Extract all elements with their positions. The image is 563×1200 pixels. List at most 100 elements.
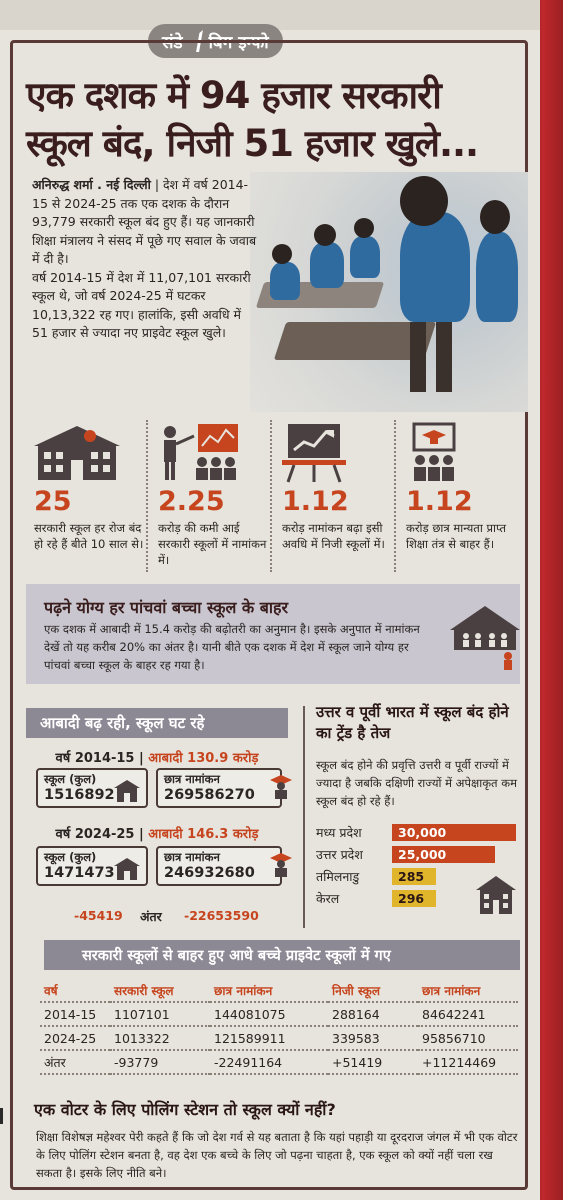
table-cell: 144081075 bbox=[210, 1002, 328, 1027]
bar-category-label: उत्तर प्रदेश bbox=[316, 847, 363, 862]
lead-paragraph: अनिरुद्ध शर्मा . नई दिल्ली | देश में वर्… bbox=[32, 176, 260, 343]
schools-label: स्कूल (कुल) bbox=[44, 850, 97, 864]
stats-row: 25 सरकारी स्कूल हर रोज बंद हो रहे हैं बी… bbox=[28, 420, 518, 580]
population-panel: आबादी बढ़ रही, स्कूल घट रहे वर्ष 2014-15… bbox=[26, 708, 296, 928]
schools-label: स्कूल (कुल) bbox=[44, 772, 97, 786]
school-house-icon bbox=[450, 606, 520, 670]
stat-card: 1.12 करोड़ नामांकन बढ़ा इसी अवधि में निज… bbox=[276, 420, 396, 580]
table-row: 2024-25 1013322 121589911 339583 9585671… bbox=[40, 1026, 518, 1051]
bar-category-label: केरल bbox=[316, 891, 340, 906]
out-of-school-banner: पढ़ने योग्य हर पांचवां बच्चा स्कूल के बा… bbox=[26, 584, 520, 684]
population-header: आबादी बढ़ रही, स्कूल घट रहे bbox=[26, 708, 288, 738]
table-cell: +51419 bbox=[328, 1050, 418, 1075]
table-head-row: वर्ष सरकारी स्कूल छात्र नामांकन निजी स्क… bbox=[40, 980, 518, 1003]
table-cell: 121589911 bbox=[210, 1026, 328, 1051]
bar-row: केरल 296 bbox=[316, 890, 526, 908]
edge-mark bbox=[0, 1108, 8, 1124]
photo-student-head bbox=[272, 244, 292, 264]
table-cell: 84642241 bbox=[418, 1002, 518, 1027]
table-cell: 2014-15 bbox=[40, 1002, 110, 1027]
section-body: शिक्षा विशेषज्ञ महेश्वर पेरी कहते हैं कि… bbox=[36, 1130, 518, 1180]
graduate-icon bbox=[270, 853, 292, 877]
bar-row: तमिलनाडु 285 bbox=[316, 868, 526, 886]
bar-row: मध्य प्रदेश 30,000 bbox=[316, 824, 526, 842]
bar-row: उत्तर प्रदेश 25,000 bbox=[316, 846, 526, 864]
population-label: आबादी 130.9 करोड़ bbox=[148, 751, 259, 766]
section-title: एक वोटर के लिए पोलिंग स्टेशन तो स्कूल क्… bbox=[34, 1100, 336, 1119]
polling-station-section: एक वोटर के लिए पोलिंग स्टेशन तो स्कूल क्… bbox=[26, 1098, 520, 1182]
school-icon bbox=[114, 858, 140, 880]
lead-text-1: देश में वर्ष 2014-15 से 2024-25 तक एक दश… bbox=[32, 177, 257, 266]
students-value: 269586270 bbox=[164, 787, 255, 803]
stat-number: 2.25 bbox=[158, 486, 225, 517]
column-header: छात्र नामांकन bbox=[418, 980, 518, 1003]
table-cell: 339583 bbox=[328, 1026, 418, 1051]
table-cell: 1013322 bbox=[110, 1026, 210, 1051]
photo-student bbox=[270, 262, 300, 300]
year-2014-line: वर्ष 2014-15 | आबादी 130.9 करोड़ bbox=[26, 748, 288, 766]
students-label: छात्र नामांकन bbox=[164, 850, 220, 864]
stat-card: 1.12 करोड़ छात्र मान्यता प्राप्त शिक्षा … bbox=[400, 420, 520, 580]
banner-title: पढ़ने योग्य हर पांचवां बच्चा स्कूल के बा… bbox=[44, 598, 289, 617]
headline: एक दशक में 94 हजार सरकारी स्कूल बंद, निज… bbox=[26, 72, 526, 168]
column-header: छात्र नामांकन bbox=[210, 980, 328, 1003]
schools-value: 1471473 bbox=[44, 865, 115, 881]
article-frame bbox=[10, 40, 528, 1190]
classroom-photo bbox=[250, 172, 528, 412]
table-cell: 95856710 bbox=[418, 1026, 518, 1051]
bar: 285 bbox=[392, 868, 436, 885]
school-building-icon bbox=[34, 426, 120, 480]
table-header-text: सरकारी स्कूलों से बाहर हुए आधे बच्चे प्र… bbox=[82, 948, 391, 964]
photo-student-leg bbox=[410, 322, 426, 392]
byline: अनिरुद्ध शर्मा . नई दिल्ली bbox=[32, 177, 151, 192]
stat-card: 25 सरकारी स्कूल हर रोज बंद हो रहे हैं बी… bbox=[28, 420, 148, 580]
column-divider bbox=[303, 706, 305, 928]
table-row: अंतर -93779 -22491164 +51419 +11214469 bbox=[40, 1050, 518, 1075]
table-cell: अंतर bbox=[40, 1050, 110, 1075]
table-row: 2014-15 1107101 144081075 288164 8464224… bbox=[40, 1002, 518, 1027]
table-cell: -93779 bbox=[110, 1050, 210, 1075]
presenter-chart-icon bbox=[164, 424, 238, 480]
photo-student bbox=[476, 232, 518, 322]
photo-student-head bbox=[480, 200, 510, 234]
year-label: वर्ष 2024-25 | bbox=[55, 827, 144, 842]
trend-title: उत्तर व पूर्वी भारत में स्कूल बंद होने क… bbox=[316, 703, 509, 742]
stat-description: करोड़ छात्र मान्यता प्राप्त शिक्षा तंत्र… bbox=[406, 521, 507, 551]
photo-student-main bbox=[400, 212, 470, 322]
bar-category-label: तमिलनाडु bbox=[316, 869, 360, 884]
enrolment-table: वर्ष सरकारी स्कूल छात्र नामांकन निजी स्क… bbox=[40, 980, 518, 1075]
bar: 30,000 bbox=[392, 824, 516, 841]
table-cell: 2024-25 bbox=[40, 1026, 110, 1051]
newspaper-page: संडे बिग इन्फो एक दशक में 94 हजार सरकारी… bbox=[0, 0, 540, 1200]
column-header: सरकारी स्कूल bbox=[110, 980, 210, 1003]
table-header-bar: सरकारी स्कूलों से बाहर हुए आधे बच्चे प्र… bbox=[44, 940, 520, 970]
photo-student-head bbox=[400, 176, 448, 226]
schools-value: 1516892 bbox=[44, 787, 115, 803]
photo-student-head bbox=[354, 218, 374, 238]
stat-number: 25 bbox=[34, 486, 72, 517]
growth-chart-board-icon bbox=[282, 424, 346, 483]
stat-description: सरकारी स्कूल हर रोज बंद हो रहे हैं बीते … bbox=[34, 521, 144, 551]
year-2024-line: वर्ष 2024-25 | आबादी 146.3 करोड़ bbox=[26, 824, 288, 842]
banner-body: एक दशक में आबादी में 15.4 करोड़ की बढ़ोत… bbox=[44, 622, 420, 672]
schools-difference: -45419 bbox=[74, 908, 123, 923]
column-header: वर्ष bbox=[40, 980, 110, 1003]
school-building-icon bbox=[476, 876, 516, 914]
graduate-icon bbox=[270, 775, 292, 799]
stat-number: 1.12 bbox=[406, 486, 473, 517]
column-header: निजी स्कूल bbox=[328, 980, 418, 1003]
bar: 296 bbox=[392, 890, 436, 907]
students-difference: -22653590 bbox=[184, 908, 259, 923]
stat-description: करोड़ नामांकन बढ़ा इसी अवधि में निजी स्क… bbox=[282, 521, 385, 551]
lead-text-2: वर्ष 2014-15 में देश में 11,07,101 सरकार… bbox=[32, 269, 251, 341]
population-header-text: आबादी बढ़ रही, स्कूल घट रहे bbox=[40, 714, 205, 732]
stat-number: 1.12 bbox=[282, 486, 349, 517]
headline-line-2: स्कूल बंद, निजी 51 हजार खुले... bbox=[26, 122, 479, 165]
trend-body: स्कूल बंद होने की प्रवृत्ति उत्तरी व पूर… bbox=[316, 758, 517, 808]
stat-divider bbox=[270, 420, 272, 572]
schools-box-2014: स्कूल (कुल) 1516892 bbox=[36, 768, 148, 808]
stat-divider bbox=[394, 420, 396, 572]
school-icon bbox=[114, 780, 140, 802]
trend-panel: उत्तर व पूर्वी भारत में स्कूल बंद होने क… bbox=[316, 702, 526, 932]
bar-category-label: मध्य प्रदेश bbox=[316, 825, 362, 840]
